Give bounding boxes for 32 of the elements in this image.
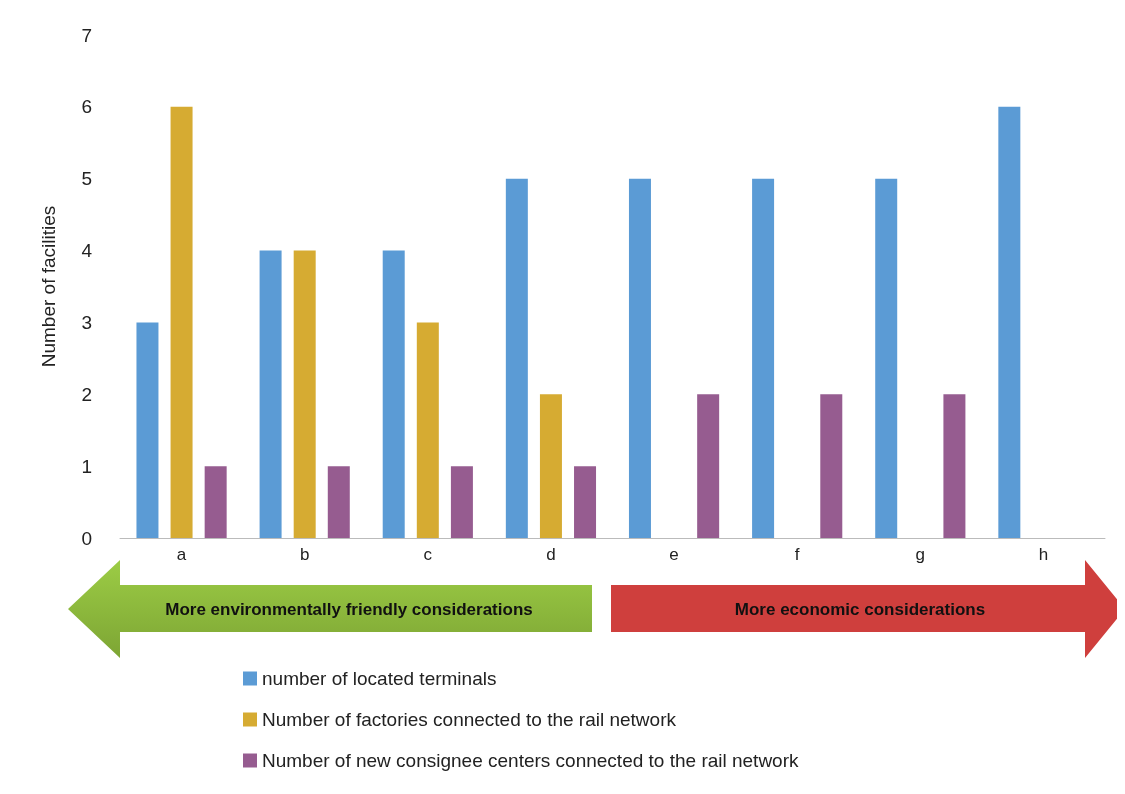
y-tick-label: 3 [81, 311, 92, 333]
bar [505, 178, 528, 538]
bar [820, 394, 843, 538]
legend-label: Number of new consignee centers connected to the rail network [262, 750, 800, 771]
y-axis-title: Number of facilities [38, 205, 59, 368]
bar [998, 106, 1021, 538]
y-tick-label: 4 [81, 240, 93, 262]
y-tick-label: 1 [81, 455, 92, 477]
y-tick-label: 0 [81, 527, 92, 549]
bar [204, 466, 227, 538]
bar [136, 322, 159, 538]
left-arrow: More environmentally friendly considerations [68, 560, 592, 658]
legend-label: Number of factories connected to the rail network [262, 709, 677, 730]
bar [628, 178, 651, 538]
y-tick-label: 6 [81, 96, 92, 118]
bar [416, 322, 439, 538]
y-tick-label: 2 [81, 383, 92, 405]
bar [327, 466, 350, 538]
bar [293, 250, 316, 538]
bar [450, 466, 473, 538]
bar [382, 250, 405, 538]
bar [170, 106, 193, 538]
legend-label: number of located terminals [262, 668, 497, 689]
y-tick-label: 5 [81, 168, 92, 190]
bar [574, 466, 597, 538]
bar [259, 250, 282, 538]
bar [875, 178, 898, 538]
bar [752, 178, 775, 538]
bar [943, 394, 966, 538]
bar [539, 394, 562, 538]
y-tick-label: 7 [81, 24, 92, 46]
bar [697, 394, 720, 538]
